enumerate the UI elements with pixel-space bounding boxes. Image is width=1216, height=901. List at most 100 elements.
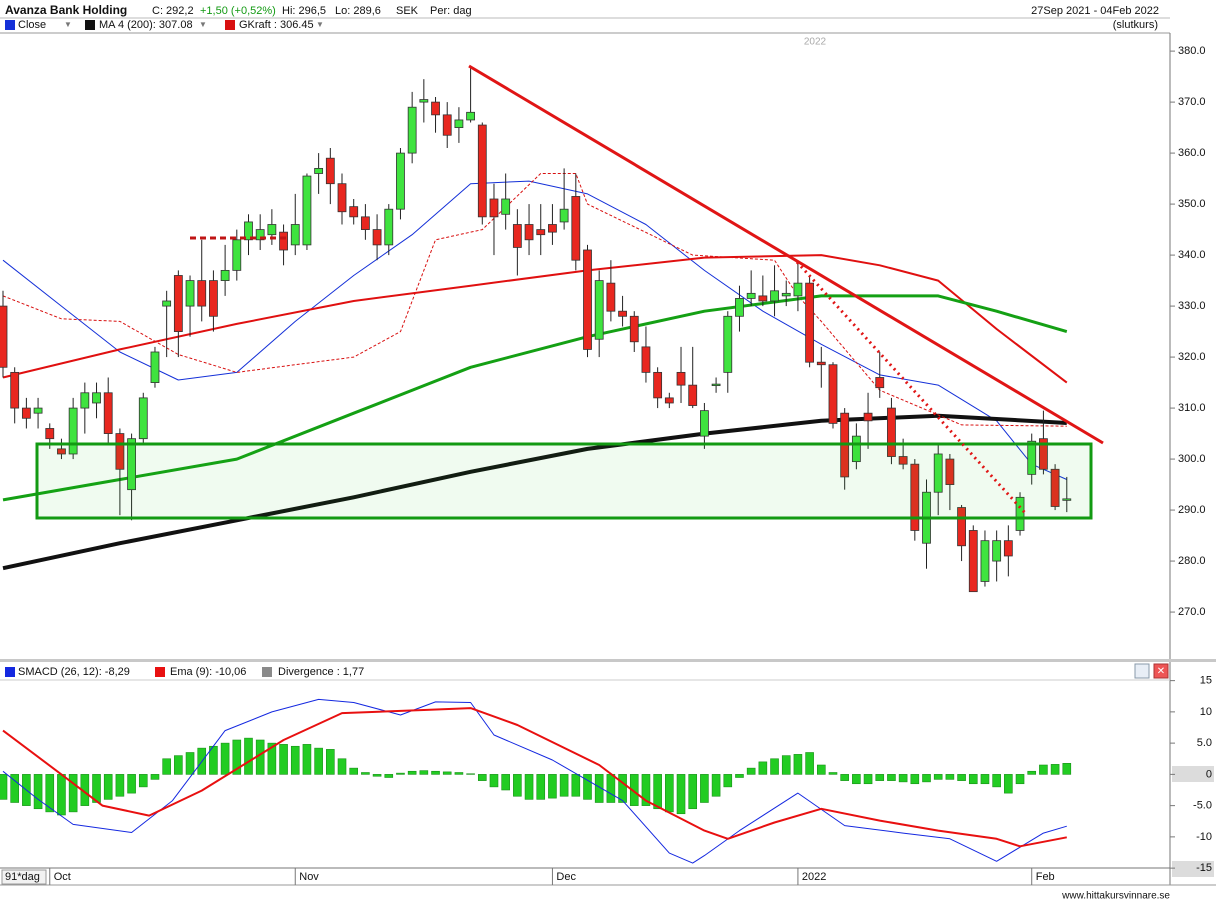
candle-body [337,183,347,213]
histogram-bar [980,774,990,785]
histogram-bar [501,774,510,791]
footer: www.hittakursvinnare.se [1061,891,1170,901]
line-series [2,254,1068,384]
histogram-bar [489,774,499,788]
histogram-bar [805,752,814,775]
histogram-bar [92,774,101,803]
histogram-bar [396,772,405,775]
histogram-bar [1039,764,1048,775]
close-icon[interactable]: ✕ [1157,666,1165,677]
x-tick-label: Feb [1036,871,1055,883]
histogram-bar [559,774,569,797]
candle-body [910,463,920,531]
price-type: (slutkurs) [1113,19,1158,31]
legend-dropdown[interactable]: ▼ [199,20,207,29]
legend-label[interactable]: GKraft : 306.45 [239,19,314,31]
histogram-bar [361,772,370,775]
histogram-bar [618,774,627,803]
price-change: +1,50 (+0,52%) [200,5,276,17]
span-box [1,869,47,885]
candle-body [793,282,803,297]
histogram-bar [384,774,394,778]
legend-label[interactable]: MA 4 (200): 307.08 [99,19,193,31]
histogram-bar [337,758,347,775]
legend-swatch [262,667,272,677]
currency: SEK [396,5,419,17]
candle-body [279,231,288,251]
y-tick-label: 380.0 [1178,45,1206,57]
trend-line [468,64,1104,445]
candle-body [1050,468,1060,507]
candle-body [21,407,31,419]
y-tick-label: 370.0 [1178,96,1206,108]
close-button[interactable] [1153,663,1169,679]
histogram-bar [244,737,253,775]
legend-swatch [155,667,165,677]
candle-body [220,269,230,281]
candle-body [138,397,148,440]
x-tick-label: Nov [299,871,319,883]
histogram-bar [1050,764,1060,775]
histogram-bar [571,774,581,797]
candle-body [150,351,160,383]
y-tick-label: 350.0 [1178,198,1206,210]
y-tick-label: -15 [1196,862,1212,874]
histogram-bar [326,749,335,775]
histogram-bar [372,774,382,777]
histogram-bar [419,770,429,775]
candle-body [548,224,557,233]
candle-body [173,275,183,332]
histogram-bar [688,774,698,810]
y-tick-label: 310.0 [1178,402,1206,414]
candle-body [477,124,487,218]
candle-body [968,530,978,593]
y-tick-label: 300.0 [1178,453,1206,465]
histogram-bar [1004,774,1013,794]
tick-highlight [1172,766,1214,782]
candle-body [419,99,429,103]
candle-body [571,196,581,261]
line-series [2,698,1067,864]
candle-body [185,280,195,307]
candle-body [45,428,55,440]
candle-body [431,101,440,116]
settings-button[interactable] [1134,663,1150,679]
candle-body [407,106,417,154]
histogram-bar [653,774,662,810]
candle-body [314,167,324,174]
x-tick-label: Dec [556,871,576,883]
legend-dropdown[interactable]: ▼ [316,20,324,29]
candle-body [629,315,639,343]
histogram-bar [770,758,779,775]
candle-body [1015,496,1025,531]
histogram-bar [115,774,125,797]
candle-body [1003,540,1013,557]
legend-label: Ema (9): -10,06 [170,666,246,678]
candle-body [396,152,405,210]
y-tick-label: 280.0 [1178,555,1206,567]
candle-body [325,157,335,185]
tick-highlight [1172,861,1214,877]
histogram-bar [232,739,242,775]
candle-body [992,540,1002,562]
histogram-bar [150,774,160,780]
histogram-bar [910,774,920,785]
candle-body [0,305,8,368]
y-tick-label: 320.0 [1178,351,1206,363]
legend-label: SMACD (26, 12): -8,29 [18,666,130,678]
histogram-bar [466,773,475,775]
histogram-bar [793,754,803,775]
histogram-bar [1015,774,1025,785]
y-tick-label: 290.0 [1178,504,1206,516]
line-series [2,707,1067,848]
legend-dropdown[interactable]: ▼ [64,20,72,29]
histogram-bar [349,767,359,775]
candle-body [746,292,756,299]
candle-body [127,438,136,491]
legend-label[interactable]: Close [18,19,46,31]
candle-body [863,412,873,422]
candle-body [688,384,698,406]
histogram-bar [723,774,733,788]
histogram-bar [1062,763,1072,775]
candle-body [103,392,113,434]
